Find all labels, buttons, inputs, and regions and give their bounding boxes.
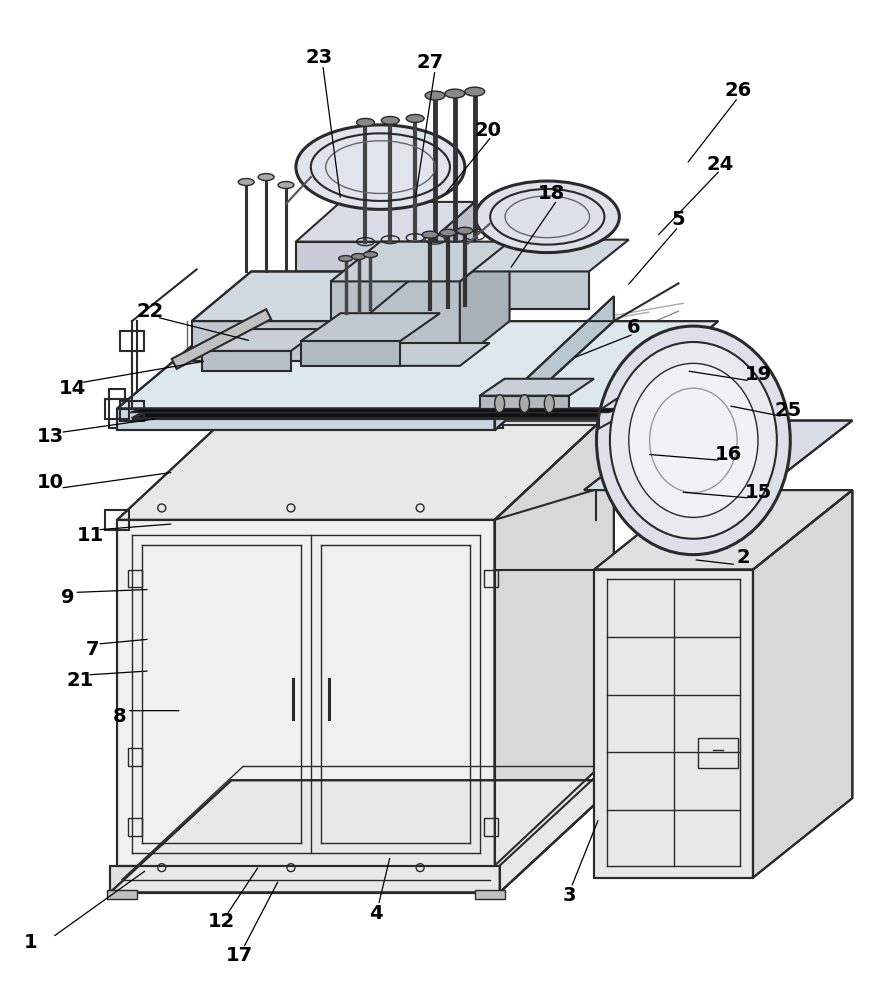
- Polygon shape: [583, 421, 852, 490]
- Text: 4: 4: [368, 904, 381, 923]
- Polygon shape: [469, 240, 628, 271]
- Ellipse shape: [356, 118, 374, 126]
- Polygon shape: [132, 411, 624, 419]
- Polygon shape: [479, 379, 594, 396]
- Text: 8: 8: [113, 707, 126, 726]
- Text: 25: 25: [774, 401, 801, 420]
- Text: 12: 12: [208, 912, 235, 931]
- Polygon shape: [331, 281, 460, 361]
- Ellipse shape: [351, 254, 365, 260]
- Polygon shape: [499, 753, 620, 893]
- Polygon shape: [110, 780, 620, 893]
- Text: 9: 9: [61, 588, 74, 607]
- Text: 13: 13: [37, 427, 64, 446]
- Polygon shape: [191, 271, 419, 321]
- Polygon shape: [301, 313, 439, 341]
- Polygon shape: [202, 329, 320, 351]
- Text: 17: 17: [225, 946, 253, 965]
- Text: 6: 6: [626, 318, 640, 337]
- Text: 23: 23: [305, 48, 332, 67]
- Ellipse shape: [238, 179, 253, 186]
- Ellipse shape: [258, 174, 274, 181]
- Polygon shape: [494, 409, 613, 866]
- Polygon shape: [594, 570, 752, 878]
- Text: 14: 14: [59, 379, 86, 398]
- Polygon shape: [460, 242, 509, 361]
- Polygon shape: [191, 321, 360, 361]
- Ellipse shape: [381, 116, 399, 124]
- Text: 16: 16: [714, 445, 741, 464]
- Text: 24: 24: [706, 155, 733, 174]
- Ellipse shape: [544, 395, 553, 413]
- Ellipse shape: [464, 87, 484, 96]
- Polygon shape: [130, 409, 618, 413]
- Ellipse shape: [363, 252, 377, 258]
- Ellipse shape: [339, 256, 353, 262]
- Ellipse shape: [595, 326, 789, 555]
- Polygon shape: [331, 242, 509, 281]
- Text: 22: 22: [136, 302, 163, 321]
- Text: 10: 10: [37, 473, 64, 492]
- Text: 18: 18: [537, 184, 564, 203]
- Text: 27: 27: [416, 53, 443, 72]
- Ellipse shape: [424, 91, 445, 100]
- Polygon shape: [202, 351, 290, 371]
- Polygon shape: [117, 409, 613, 520]
- Polygon shape: [296, 202, 474, 242]
- Polygon shape: [340, 343, 489, 366]
- Bar: [128, 818, 142, 836]
- Text: 2: 2: [736, 548, 749, 567]
- Polygon shape: [110, 866, 499, 893]
- Ellipse shape: [422, 231, 438, 238]
- Text: 19: 19: [744, 365, 771, 384]
- Ellipse shape: [445, 89, 464, 98]
- Bar: [483, 570, 497, 587]
- Polygon shape: [474, 890, 504, 899]
- Ellipse shape: [456, 227, 472, 234]
- Polygon shape: [494, 296, 613, 430]
- Polygon shape: [296, 242, 430, 281]
- Polygon shape: [172, 309, 271, 369]
- Text: 7: 7: [85, 640, 99, 659]
- Ellipse shape: [474, 181, 618, 253]
- Polygon shape: [301, 341, 400, 366]
- Text: 5: 5: [671, 210, 685, 229]
- Ellipse shape: [439, 229, 455, 236]
- Polygon shape: [752, 490, 852, 878]
- Polygon shape: [117, 409, 494, 430]
- Polygon shape: [479, 396, 568, 411]
- Polygon shape: [117, 520, 494, 866]
- Ellipse shape: [278, 182, 294, 188]
- Text: 15: 15: [744, 483, 771, 502]
- Text: 26: 26: [724, 81, 751, 100]
- Ellipse shape: [610, 342, 776, 539]
- Polygon shape: [107, 890, 137, 899]
- Ellipse shape: [406, 114, 424, 122]
- Bar: [128, 748, 142, 766]
- Text: 1: 1: [24, 933, 38, 952]
- Ellipse shape: [494, 395, 504, 413]
- Polygon shape: [430, 202, 474, 281]
- Bar: [128, 570, 142, 587]
- Ellipse shape: [628, 363, 757, 517]
- Text: 11: 11: [76, 526, 103, 545]
- Polygon shape: [594, 490, 852, 570]
- Ellipse shape: [296, 125, 464, 209]
- Text: 20: 20: [474, 121, 501, 140]
- Ellipse shape: [519, 395, 529, 413]
- Text: 3: 3: [562, 886, 575, 905]
- Polygon shape: [117, 321, 717, 409]
- Polygon shape: [469, 271, 588, 309]
- Text: 21: 21: [67, 671, 94, 690]
- Bar: [483, 818, 497, 836]
